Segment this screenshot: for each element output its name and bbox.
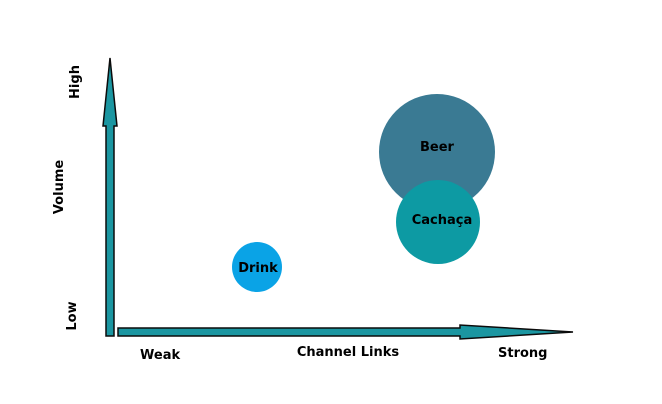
x-axis-title: Channel Links [297, 345, 400, 360]
bubble-drink [232, 242, 282, 292]
y-axis-low-label: Low [65, 301, 80, 330]
bubble-label-beer: Beer [420, 140, 455, 155]
x-axis-arrow [117, 324, 574, 340]
y-axis-high-label: High [68, 65, 83, 99]
bubble-label-drink: Drink [238, 261, 278, 276]
y-axis-title: Volume [52, 160, 67, 215]
x-axis-low-label: Weak [140, 348, 180, 363]
bubble-label-cachaca: Cachaça [412, 213, 473, 228]
bubble-beer [379, 94, 495, 210]
x-axis-high-label: Strong [498, 346, 547, 361]
bubble-cachaca [396, 180, 480, 264]
y-axis-arrow [102, 57, 118, 337]
